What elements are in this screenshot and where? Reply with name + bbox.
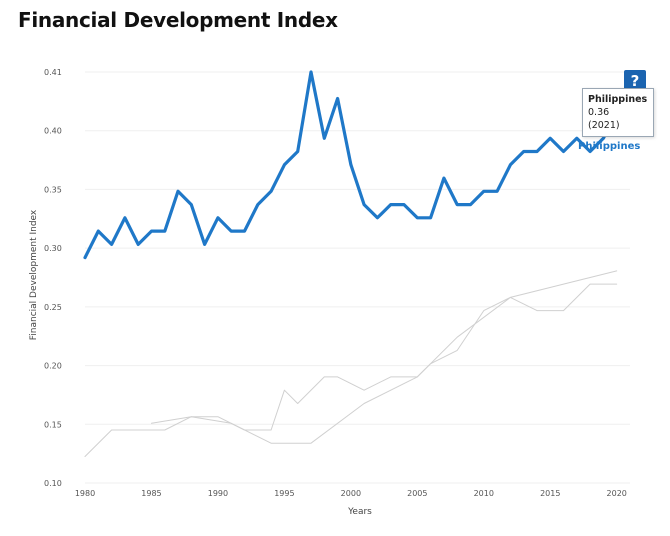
highlight-series bbox=[83, 70, 646, 260]
y-tick-label: 0.10 bbox=[44, 479, 62, 488]
data-tooltip: Philippines 0.36 (2021) bbox=[582, 88, 654, 137]
page-title: Financial Development Index bbox=[18, 8, 338, 32]
y-tick-label: 0.25 bbox=[44, 303, 62, 312]
tooltip-country: Philippines bbox=[588, 94, 648, 105]
x-tick-label: 2000 bbox=[341, 489, 361, 498]
series-end-label: Philippines bbox=[578, 141, 641, 152]
y-tick-label: 0.30 bbox=[44, 244, 62, 253]
x-tick-label: 1995 bbox=[274, 489, 294, 498]
x-tick-label: 1990 bbox=[208, 489, 228, 498]
tooltip-year: (2021) bbox=[588, 120, 620, 131]
y-tick-label: 0.41 bbox=[44, 68, 62, 77]
x-tick-label: 2005 bbox=[407, 489, 427, 498]
x-tick-label: 2015 bbox=[540, 489, 560, 498]
y-tick-label: 0.40 bbox=[44, 127, 62, 136]
x-tick-label: 2010 bbox=[474, 489, 494, 498]
y-axis-label: Financial Development Index bbox=[29, 209, 39, 340]
series-line-background bbox=[151, 270, 618, 444]
help-button[interactable]: ? bbox=[624, 70, 646, 92]
x-tick-label: 2020 bbox=[607, 489, 627, 498]
x-tick-label: 1980 bbox=[75, 489, 95, 498]
background-series bbox=[84, 270, 618, 457]
axis-ticks: 0.41 0.40 0.35 0.30 0.25 0.20 0.15 0.10 1980 1985… bbox=[44, 68, 627, 498]
x-tick-label: 1985 bbox=[141, 489, 161, 498]
series-line-philippines bbox=[83, 70, 632, 260]
x-axis-label: Years bbox=[347, 507, 372, 517]
chart-gridlines bbox=[85, 71, 630, 484]
y-tick-label: 0.15 bbox=[44, 420, 62, 429]
y-tick-label: 0.20 bbox=[44, 362, 62, 371]
series-line-background bbox=[84, 283, 618, 457]
y-tick-label: 0.35 bbox=[44, 185, 62, 194]
tooltip-value: 0.36 bbox=[588, 107, 610, 118]
